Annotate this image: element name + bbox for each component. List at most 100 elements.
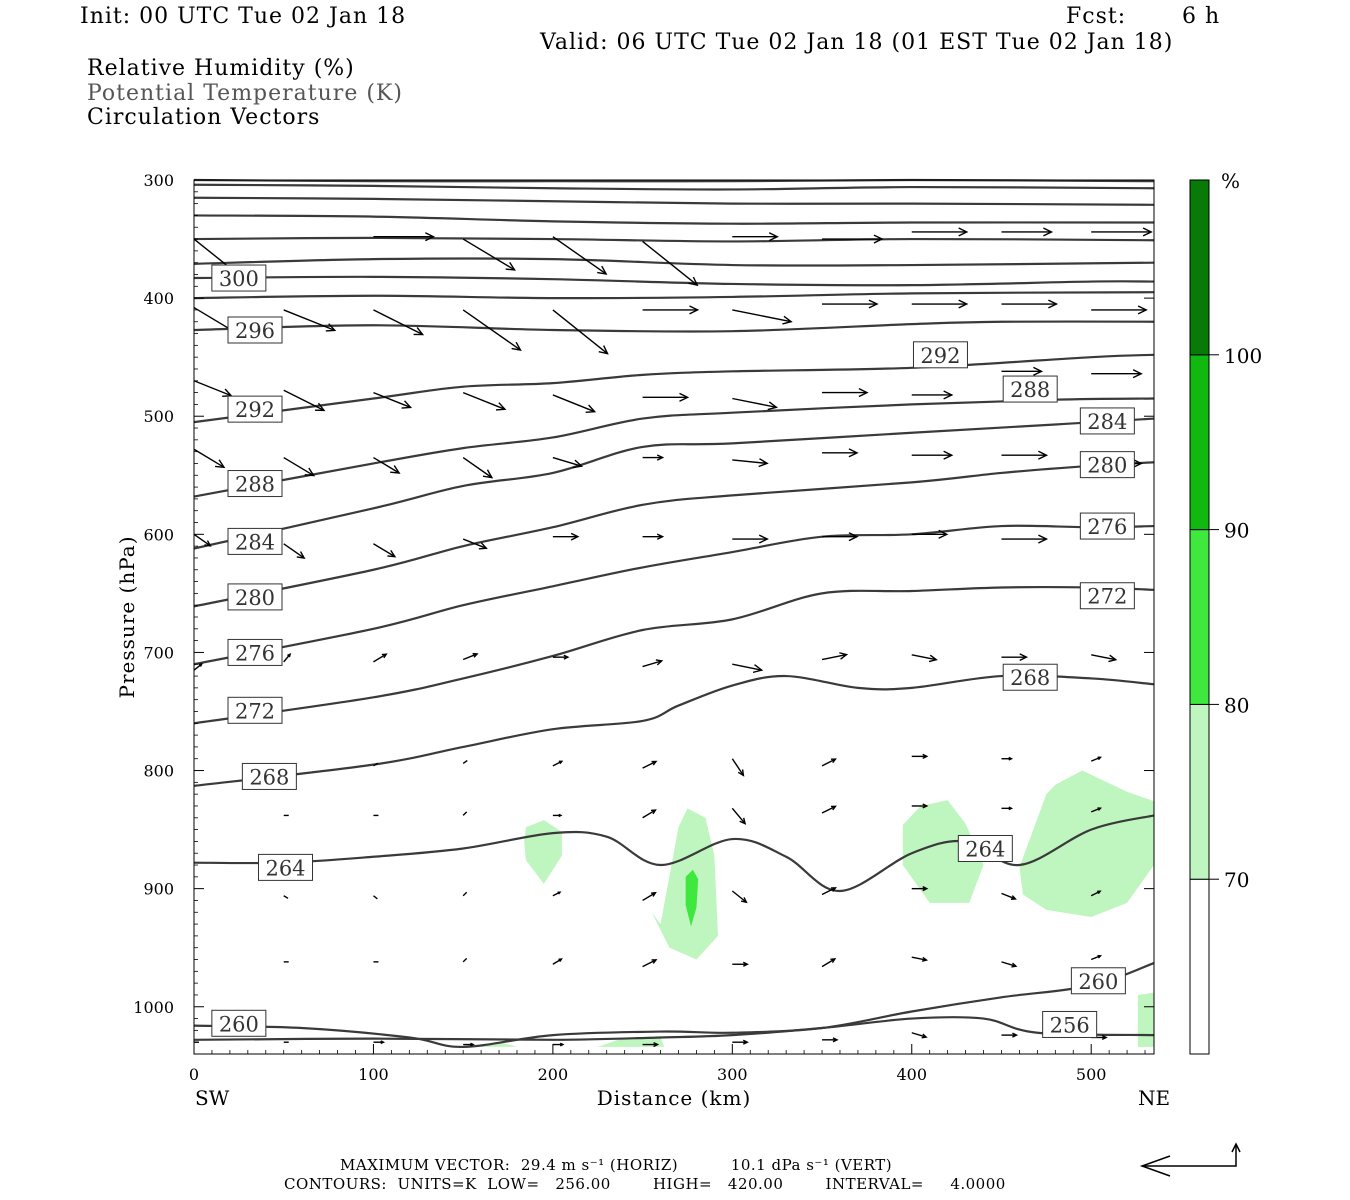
- legend-rh: Relative Humidity (%): [87, 56, 355, 81]
- y-tick-label: 500: [143, 407, 174, 426]
- circulation-vector: [283, 543, 306, 560]
- circulation-vector: [822, 234, 884, 244]
- svg-text:288: 288: [1010, 378, 1050, 402]
- circulation-vector: [1001, 299, 1059, 309]
- circulation-vector: [822, 1037, 839, 1043]
- circulation-vector: [731, 890, 748, 904]
- circulation-vector: [552, 456, 584, 469]
- circulation-vector: [552, 813, 563, 818]
- svg-text:272: 272: [1087, 585, 1127, 609]
- circulation-vector: [373, 653, 388, 663]
- circulation-vector: [911, 803, 929, 809]
- circulation-vector: [732, 397, 779, 411]
- circulation-vector: [731, 807, 747, 825]
- contour-label-layer: 300 296 292 292 288 288 284 284 280 280 276 276 272 2…: [211, 264, 1135, 1038]
- colorbar-segment: [1189, 529, 1210, 705]
- svg-text:268: 268: [249, 765, 289, 789]
- contour-label: 284: [227, 527, 283, 555]
- circulation-vector: [552, 760, 564, 767]
- circulation-vector: [911, 1032, 928, 1039]
- circulation-vector: [822, 299, 879, 309]
- circulation-vector: [1001, 806, 1014, 811]
- circulation-vector: [462, 652, 479, 661]
- circulation-vector: [462, 238, 516, 271]
- circulation-vector: [642, 305, 700, 315]
- circulation-vector: [1001, 227, 1054, 237]
- circulation-vector: [642, 809, 657, 819]
- circulation-vector: [642, 891, 657, 902]
- circulation-vector: [642, 659, 664, 668]
- theta-contour: [193, 962, 1155, 1049]
- circulation-vector: [822, 532, 859, 542]
- circulation-vector: [732, 1039, 749, 1045]
- theta-contour: [193, 524, 1155, 666]
- circulation-vector: [462, 309, 522, 351]
- circulation-vector: [373, 232, 436, 242]
- contour-label: 256: [1042, 1010, 1098, 1038]
- svg-text:292: 292: [235, 398, 275, 422]
- contour-label: 268: [241, 762, 297, 790]
- circulation-vector: [732, 663, 764, 674]
- theta-contour-layer: [193, 178, 1155, 1049]
- contour-label: 264: [957, 834, 1013, 862]
- circulation-vector: [552, 891, 562, 897]
- circulation-vector: [822, 448, 859, 458]
- circulation-vector: [373, 762, 379, 767]
- circulation-vector: [462, 957, 468, 963]
- theta-contour: [193, 236, 1155, 243]
- theta-contour: [193, 257, 1155, 267]
- valid-time: Valid: 06 UTC Tue 02 Jan 18 (01 EST Tue …: [540, 30, 1174, 55]
- rh-region: [685, 869, 699, 927]
- contour-label: 276: [1079, 512, 1135, 540]
- circulation-vector: [1001, 653, 1029, 662]
- y-tick-label: 400: [143, 289, 174, 308]
- contour-info: CONTOURS: UNITS=K LOW= 256.00 HIGH= 420.…: [284, 1175, 1006, 1193]
- theta-contour: [193, 353, 1155, 424]
- circulation-vector: [1091, 305, 1148, 315]
- svg-text:272: 272: [235, 699, 275, 723]
- circulation-vector: [283, 456, 316, 477]
- theta-contour: [193, 196, 1155, 206]
- contour-label: 260: [1070, 967, 1126, 995]
- circulation-vector: [462, 538, 488, 550]
- circulation-vector: [911, 529, 949, 539]
- circulation-vector: [373, 309, 425, 336]
- circulation-vector: [552, 958, 563, 965]
- circulation-vector: [911, 886, 929, 892]
- rh-region: [1137, 992, 1154, 1047]
- svg-text:296: 296: [235, 319, 275, 343]
- circulation-vector: [732, 309, 793, 325]
- rh-region: [1019, 770, 1154, 917]
- contour-label: 276: [227, 638, 283, 666]
- circulation-vector: [1090, 756, 1102, 762]
- rh-region: [524, 820, 562, 884]
- svg-text:276: 276: [235, 641, 275, 665]
- contour-label: 296: [227, 316, 283, 344]
- circulation-vector: [462, 456, 494, 479]
- contour-label: 260: [211, 1009, 267, 1037]
- x-tick-label: 400: [896, 1065, 927, 1084]
- rh-fill-layer: [463, 770, 1154, 1047]
- circulation-vector: [193, 533, 212, 547]
- circulation-vector: [1001, 961, 1018, 968]
- colorbar-segment: [1189, 354, 1210, 531]
- y-tick-label: 700: [143, 643, 174, 662]
- circulation-vector: [821, 958, 837, 968]
- circulation-vector: [911, 753, 929, 759]
- x-tick-label: 300: [717, 1065, 748, 1084]
- circulation-vector: [1090, 890, 1102, 897]
- circulation-vector: [821, 805, 837, 814]
- svg-text:280: 280: [1087, 454, 1127, 478]
- y-tick-label: 300: [143, 171, 174, 190]
- circulation-vector: [911, 450, 954, 460]
- theta-contour: [193, 320, 1155, 333]
- x-end-label-sw: SW: [195, 1086, 230, 1110]
- circulation-vector: [1001, 892, 1017, 900]
- x-tick-label: 500: [1076, 1065, 1107, 1084]
- contour-label: 272: [1079, 582, 1135, 610]
- x-tick-label: 100: [358, 1065, 389, 1084]
- y-tick-label: 600: [143, 525, 174, 544]
- circulation-vector: [821, 887, 837, 896]
- circulation-vector: [821, 652, 849, 661]
